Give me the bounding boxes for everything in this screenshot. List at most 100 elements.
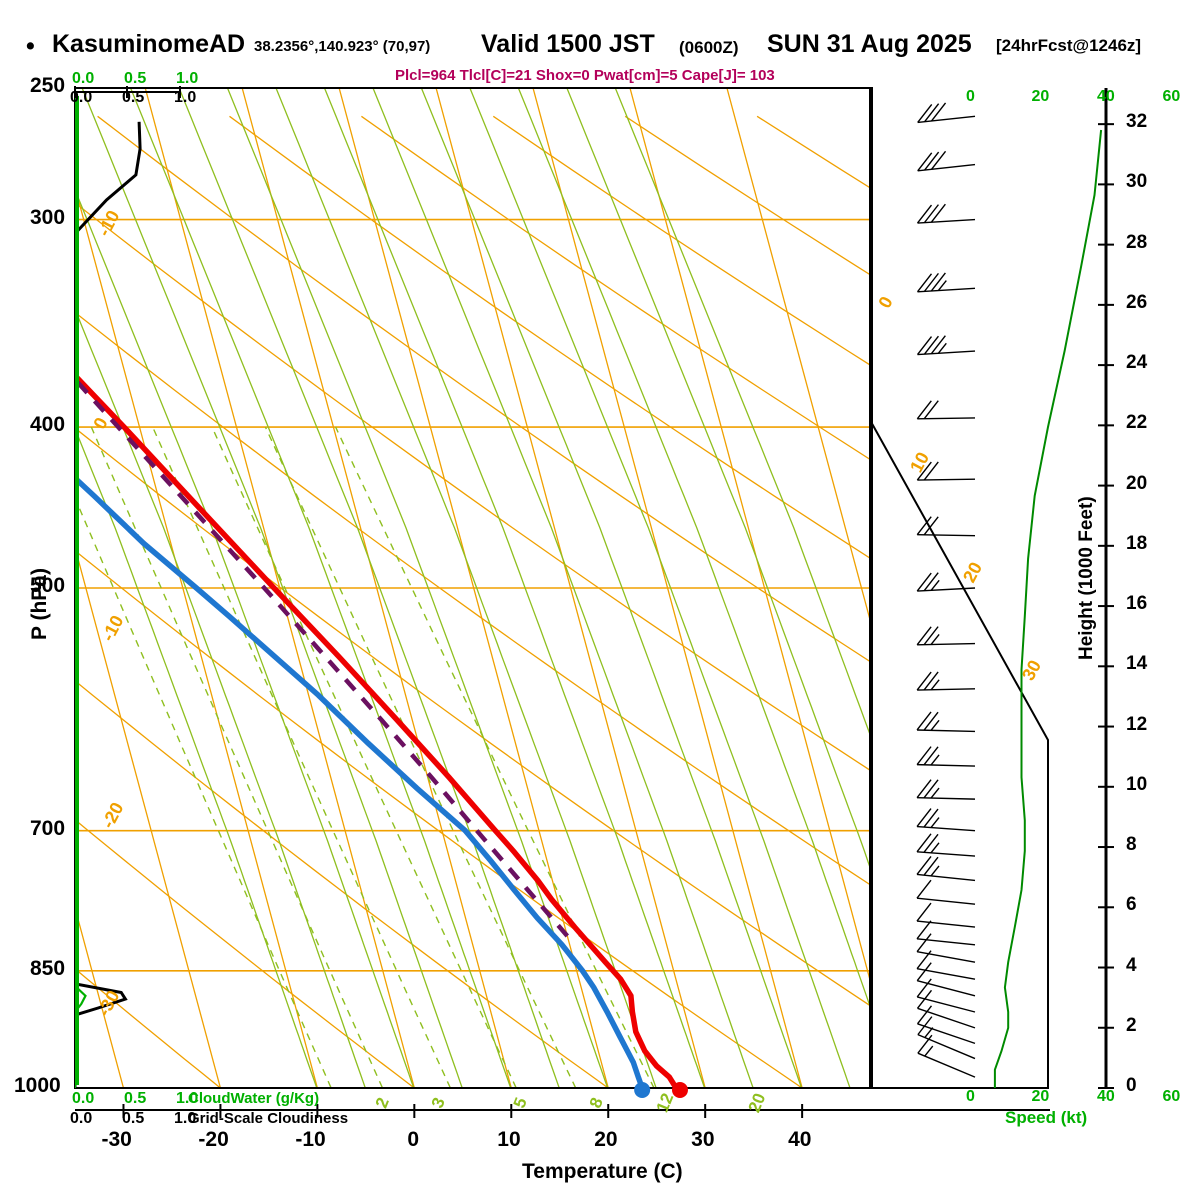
speed-tick-0: 0: [966, 1088, 975, 1105]
temperature-tick-10: 10: [497, 1128, 521, 1151]
forecast-tag: [24hrFcst@1246z]: [996, 36, 1142, 55]
wind-barb: [916, 711, 976, 733]
temperature-tick--10: -10: [295, 1128, 326, 1151]
isotherm-50: [629, 88, 870, 983]
temperature-tick--30: -30: [101, 1128, 132, 1151]
cloudwater-tick-0.0: 0.0: [72, 70, 95, 87]
dry-adiabat-100: [75, 201, 870, 771]
cloudiness-tick-1.0: 1.0: [174, 1110, 197, 1127]
curve-parcel: [75, 375, 570, 938]
cloudwater-tick-1.0: 1.0: [176, 70, 199, 87]
wind-barb: [916, 933, 976, 963]
dry-adiabat--40: [0, 116, 27, 1088]
moist-adiabat-10: [129, 88, 512, 1088]
height-tick-4: 4: [1126, 954, 1137, 976]
wind-barb: [916, 516, 976, 537]
height-tick-32: 32: [1126, 111, 1148, 133]
wind-barbs: [916, 102, 976, 1078]
speed-tick-40: 40: [1097, 88, 1115, 105]
dry-adiabat-140: [229, 115, 870, 559]
cloudiness-tick-1.0: 1.0: [174, 89, 197, 106]
cloudiness-tick-0.0: 0.0: [70, 89, 93, 106]
wind-barb: [916, 746, 976, 767]
dry-adiabat-20: [75, 679, 609, 1088]
sounding-curves: [75, 371, 679, 1088]
height-tick-2: 2: [1126, 1014, 1137, 1036]
mixing-ratio-3: [90, 426, 384, 1088]
wind-panel-frame: [869, 87, 1049, 1089]
cloudiness-title: Grid-Scale Cloudiness: [188, 1110, 349, 1127]
wind-barb: [916, 978, 976, 1013]
temperature-tick-30: 30: [691, 1128, 715, 1151]
height-tick-18: 18: [1126, 532, 1148, 554]
temperature-axis-ticks: [122, 1104, 804, 1118]
pressure-tick-850: 850: [30, 956, 66, 980]
station-coordinates: 38.2356°,140.923° (70,97): [254, 38, 431, 55]
temperature-tick--20: -20: [198, 1128, 229, 1151]
speed-tick-20: 20: [1031, 88, 1050, 105]
height-tick-22: 22: [1126, 412, 1148, 434]
height-tick-30: 30: [1126, 171, 1148, 193]
speed-axis-title: Speed (kt): [1005, 1108, 1088, 1127]
height-tick-12: 12: [1126, 713, 1148, 735]
moist-adiabat-25: [275, 88, 657, 1088]
moist-adiabat-55: [566, 88, 870, 870]
height-axis-title: Height (1000 Feet): [1076, 496, 1097, 660]
speed-tick-0: 0: [966, 88, 975, 105]
cloudwater-tick-0.5: 0.5: [124, 1090, 147, 1107]
height-tick-16: 16: [1126, 593, 1148, 615]
wind-barb: [916, 920, 976, 946]
temperature-axis-title: Temperature (C): [522, 1160, 683, 1183]
height-tick-10: 10: [1126, 773, 1148, 795]
cloudwater-title: CloudWater (g/Kg): [188, 1090, 320, 1107]
valid-date: SUN 31 Aug 2025: [767, 30, 972, 58]
wind-barb: [916, 808, 976, 832]
wind-barb: [917, 150, 976, 172]
speed-tick-60: 60: [1162, 88, 1181, 105]
temperature-tick-40: 40: [788, 1128, 812, 1151]
mixing-ratio-2: [75, 496, 332, 1088]
pressure-axis-title: P (hPa): [28, 568, 51, 640]
speed-tick-20: 20: [1031, 1088, 1050, 1105]
valid-time-zulu: (0600Z): [679, 38, 739, 57]
cloudwater-tick-0.5: 0.5: [124, 70, 147, 87]
mixing-ratio-5: [152, 426, 452, 1088]
mixing-ratio-8: [211, 426, 517, 1088]
wind-barb: [917, 1016, 976, 1060]
speed-profile-line: [993, 129, 1103, 1088]
cloudiness-tick-0.5: 0.5: [122, 89, 145, 106]
scale-rulers: [74, 86, 181, 98]
moist-adiabat-5: [81, 88, 463, 1088]
cloudwater-tick-0.0: 0.0: [72, 1090, 95, 1107]
height-tick-0: 0: [1126, 1075, 1137, 1096]
height-tick-8: 8: [1126, 834, 1137, 856]
temperature-tick-0: 0: [407, 1128, 420, 1151]
wind-barb: [916, 400, 976, 420]
wind-barb: [916, 902, 976, 928]
height-tick-26: 26: [1126, 291, 1148, 313]
wind-barb: [916, 272, 976, 293]
isotherm--10: [75, 184, 319, 1088]
pressure-tick-700: 700: [30, 816, 66, 840]
height-tick-20: 20: [1126, 472, 1148, 494]
wind-barb: [916, 572, 976, 592]
dry-adiabat-120: [97, 115, 870, 663]
cloudiness-tick-0.0: 0.0: [70, 1110, 93, 1127]
moist-adiabat--10: [75, 426, 318, 1088]
station-name: KasuminomeAD: [52, 30, 246, 58]
moist-adiabat-20: [226, 88, 609, 1088]
wind-barb: [916, 203, 976, 224]
moist-adiabat--5: [75, 307, 366, 1088]
isotherm--40: [0, 88, 27, 1088]
pressure-tick-1000: 1000: [14, 1074, 61, 1097]
isotherm--20: [75, 545, 222, 1088]
pressure-tick-400: 400: [30, 413, 66, 437]
cloudiness-tick-0.5: 0.5: [122, 1110, 145, 1127]
height-tick-6: 6: [1126, 894, 1137, 916]
station-bullet: •: [26, 32, 35, 60]
wind-barb: [916, 461, 976, 481]
height-tick-24: 24: [1126, 352, 1148, 374]
speed-tick-60: 60: [1162, 1088, 1181, 1105]
isotherm-30: [435, 88, 706, 1088]
